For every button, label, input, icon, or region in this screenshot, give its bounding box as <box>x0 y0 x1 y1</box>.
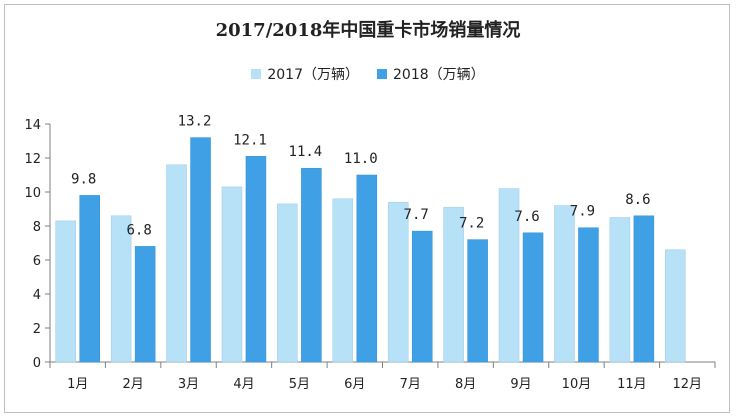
y-tick-label: 4 <box>33 288 41 303</box>
bar-2017 <box>387 201 409 363</box>
legend-item-2018: 2018（万辆） <box>377 64 485 84</box>
bar-2018 <box>467 239 488 363</box>
legend-label-2018: 2018（万辆） <box>393 67 485 83</box>
data-label-2018: 7.6 <box>514 209 539 225</box>
legend-swatch-2017 <box>251 69 262 79</box>
x-tick-label: 8月 <box>455 377 476 392</box>
y-tick-label: 10 <box>24 186 41 201</box>
data-label-2018: 11.0 <box>344 151 378 167</box>
data-label-2018: 7.7 <box>404 207 429 223</box>
x-tick-label: 1月 <box>67 377 88 392</box>
x-tick-label: 2月 <box>122 377 143 392</box>
bar-2017 <box>55 220 76 363</box>
bar-2017 <box>221 186 243 363</box>
x-tick-label: 5月 <box>289 377 310 392</box>
legend-item-2017: 2017（万辆） <box>251 64 359 84</box>
x-tick-label: 11月 <box>617 377 647 392</box>
y-tick-label: 6 <box>33 254 41 269</box>
x-tick-label: 7月 <box>400 377 421 392</box>
data-label-2018: 6.8 <box>126 222 151 238</box>
x-tick-label: 6月 <box>344 377 365 392</box>
x-tick-label: 4月 <box>233 377 254 392</box>
y-tick-label: 2 <box>33 322 41 337</box>
bar-2017 <box>332 198 354 363</box>
bar-2018 <box>522 232 544 363</box>
bar-2017 <box>554 205 575 363</box>
bar-2017 <box>166 164 187 363</box>
legend-swatch-2018 <box>377 69 387 79</box>
y-tick-label: 0 <box>33 356 41 371</box>
bar-2018 <box>356 174 378 363</box>
bar-2017 <box>443 207 464 363</box>
chart-title: 2017/2018年中国重卡市场销量情况 <box>215 20 521 41</box>
bar-2018 <box>301 167 322 363</box>
x-tick-label: 10月 <box>562 377 592 392</box>
chart-legend: 2017（万辆） 2018（万辆） <box>0 64 736 84</box>
bar-2018 <box>245 156 267 363</box>
bar-2017 <box>498 188 520 363</box>
y-tick-label: 14 <box>24 118 41 133</box>
data-label-2018: 13.2 <box>178 114 212 130</box>
bar-2018 <box>190 137 211 363</box>
legend-label-2017: 2017（万辆） <box>267 67 359 83</box>
bar-2018 <box>633 215 655 363</box>
data-label-2018: 9.8 <box>71 171 96 187</box>
y-tick-label: 12 <box>24 152 41 167</box>
data-label-2018: 8.6 <box>625 192 650 208</box>
y-tick-label: 8 <box>33 220 41 235</box>
bar-2017 <box>609 217 631 363</box>
x-tick-label: 12月 <box>673 377 703 392</box>
bar-2017 <box>277 203 298 363</box>
bar-2018 <box>79 195 100 363</box>
x-tick-label: 9月 <box>510 377 531 392</box>
bar-2018 <box>134 246 156 363</box>
data-label-2018: 11.4 <box>289 144 323 160</box>
bar-2017 <box>665 249 686 363</box>
bar-2018 <box>578 227 599 363</box>
data-label-2018: 7.9 <box>570 204 595 220</box>
data-label-2018: 7.2 <box>459 216 484 232</box>
bar-2018 <box>411 230 433 363</box>
bar-2017 <box>110 215 132 363</box>
x-tick-label: 3月 <box>178 377 199 392</box>
data-label-2018: 12.1 <box>233 132 267 148</box>
